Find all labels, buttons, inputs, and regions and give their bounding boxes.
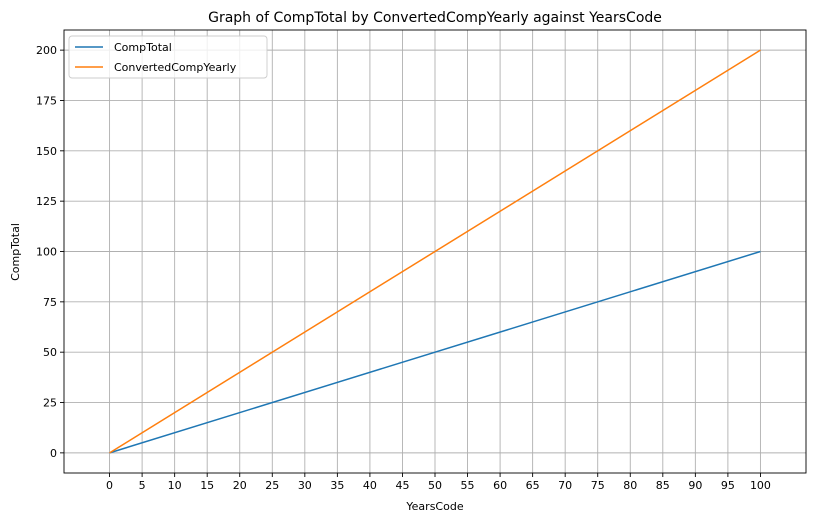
y-tick-label: 50 [43, 346, 57, 359]
x-tick-label: 55 [461, 479, 475, 492]
x-tick-label: 65 [526, 479, 540, 492]
x-tick-label: 45 [395, 479, 409, 492]
y-tick-label: 75 [43, 296, 57, 309]
grid [64, 30, 806, 473]
y-tick-label: 100 [36, 246, 57, 259]
y-tick-label: 200 [36, 44, 57, 57]
y-axis-label: CompTotal [9, 223, 22, 281]
x-tick-label: 10 [168, 479, 182, 492]
y-tick-label: 175 [36, 94, 57, 107]
x-tick-label: 35 [330, 479, 344, 492]
x-tick-label: 80 [623, 479, 637, 492]
x-tick-label: 90 [688, 479, 702, 492]
y-tick-label: 0 [50, 447, 57, 460]
y-tick-label: 150 [36, 145, 57, 158]
y-tick-label: 125 [36, 195, 57, 208]
legend-label-0: CompTotal [114, 41, 172, 54]
x-tick-label: 30 [298, 479, 312, 492]
x-tick-label: 5 [139, 479, 146, 492]
x-tick-label: 0 [106, 479, 113, 492]
legend: CompTotal ConvertedCompYearly [68, 35, 268, 79]
x-tick-label: 85 [656, 479, 670, 492]
legend-box [68, 35, 268, 79]
x-tick-label: 100 [750, 479, 771, 492]
x-tick-label: 75 [591, 479, 605, 492]
x-tick-label: 20 [233, 479, 247, 492]
x-tick-label: 40 [363, 479, 377, 492]
x-tick-label: 95 [721, 479, 735, 492]
legend-label-1: ConvertedCompYearly [114, 61, 237, 74]
series-line-1 [109, 49, 761, 454]
x-tick-label: 70 [558, 479, 572, 492]
x-tick-label: 60 [493, 479, 507, 492]
y-tick-label: 25 [43, 397, 57, 410]
series-line-0 [109, 250, 761, 454]
x-tick-label: 15 [200, 479, 214, 492]
y-axis-ticks: 0 25 50 75 100 125 150 175 200 [36, 44, 64, 460]
chart-title: Graph of CompTotal by ConvertedCompYearl… [208, 10, 662, 26]
series-lines [109, 49, 761, 454]
x-axis-label: YearsCode [405, 500, 463, 513]
x-tick-label: 25 [265, 479, 279, 492]
x-tick-label: 50 [428, 479, 442, 492]
x-axis-ticks: 0 5 10 15 20 25 30 35 40 45 50 55 60 65 70 75 80 85 90 95 10… [106, 473, 771, 492]
